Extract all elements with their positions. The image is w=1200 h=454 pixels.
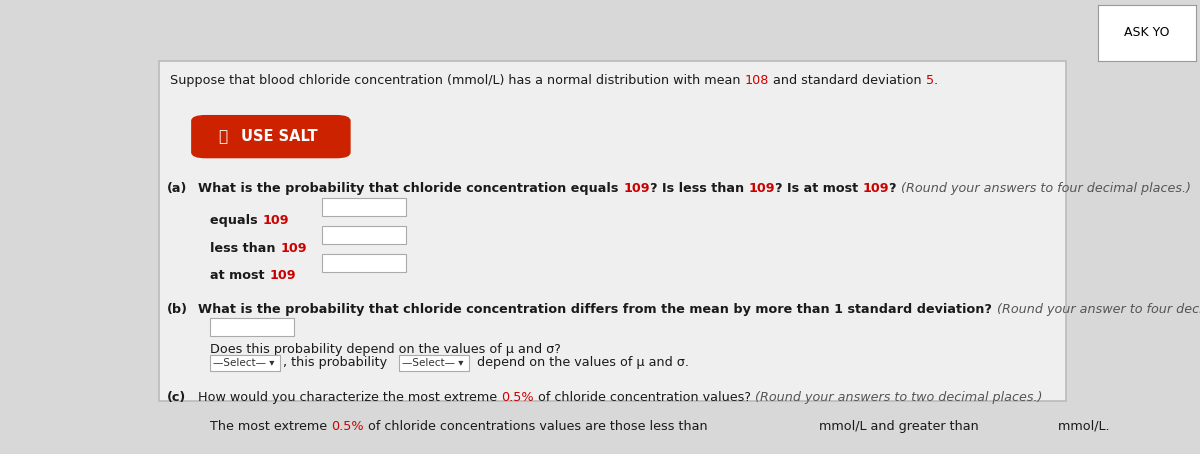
Text: (Round your answers to four decimal places.): (Round your answers to four decimal plac… [901, 182, 1192, 195]
Text: (a): (a) [167, 182, 187, 195]
FancyBboxPatch shape [192, 116, 350, 158]
Text: of chloride concentrations values are those less than: of chloride concentrations values are th… [365, 420, 708, 433]
FancyBboxPatch shape [210, 355, 281, 371]
Text: What is the probability that chloride concentration differs from the mean by mor: What is the probability that chloride co… [198, 303, 997, 316]
Text: ? Is less than: ? Is less than [650, 182, 749, 195]
Text: —Select— ▾: —Select— ▾ [402, 358, 463, 368]
Text: ? Is at most: ? Is at most [775, 182, 863, 195]
Text: The most extreme: The most extreme [210, 420, 331, 433]
Text: USE SALT: USE SALT [241, 129, 318, 144]
Text: How would you characterize the most extreme: How would you characterize the most extr… [198, 391, 502, 404]
Text: (Round your answer to four decimal places.): (Round your answer to four decimal place… [997, 303, 1200, 316]
Text: 108: 108 [745, 74, 769, 87]
Text: mmol/L.: mmol/L. [1054, 420, 1110, 433]
Text: ?: ? [889, 182, 901, 195]
Text: depend on the values of μ and σ.: depend on the values of μ and σ. [473, 356, 689, 369]
FancyBboxPatch shape [322, 254, 406, 272]
Text: 109: 109 [281, 242, 307, 255]
Text: of chloride concentration values?: of chloride concentration values? [534, 391, 755, 404]
FancyBboxPatch shape [400, 355, 469, 371]
Text: 109: 109 [623, 182, 650, 195]
FancyBboxPatch shape [160, 61, 1066, 400]
Text: .: . [934, 74, 938, 87]
Text: 5: 5 [926, 74, 934, 87]
Text: ⮨: ⮨ [218, 129, 227, 144]
Text: —Select— ▾: —Select— ▾ [214, 358, 275, 368]
Text: 109: 109 [863, 182, 889, 195]
Text: Suppose that blood chloride concentration (mmol/L) has a normal distribution wit: Suppose that blood chloride concentratio… [170, 74, 745, 87]
FancyBboxPatch shape [322, 198, 406, 217]
Text: at most: at most [210, 270, 270, 282]
FancyBboxPatch shape [952, 405, 1049, 423]
Text: Does this probability depend on the values of μ and σ?: Does this probability depend on the valu… [210, 343, 562, 356]
FancyBboxPatch shape [210, 318, 294, 336]
Text: (c): (c) [167, 391, 186, 404]
Text: What is the probability that chloride concentration equals: What is the probability that chloride co… [198, 182, 623, 195]
Text: equals: equals [210, 213, 263, 227]
Text: 0.5%: 0.5% [331, 420, 365, 433]
Text: 0.5%: 0.5% [502, 391, 534, 404]
Text: , this probability: , this probability [283, 356, 388, 369]
Text: 109: 109 [263, 213, 289, 227]
Text: (Round your answers to two decimal places.): (Round your answers to two decimal place… [755, 391, 1043, 404]
Text: ASK YO: ASK YO [1124, 26, 1170, 39]
Text: and standard deviation: and standard deviation [769, 74, 926, 87]
Text: (b): (b) [167, 303, 187, 316]
FancyBboxPatch shape [322, 226, 406, 244]
Text: 109: 109 [749, 182, 775, 195]
FancyBboxPatch shape [713, 405, 810, 423]
Text: mmol/L and greater than: mmol/L and greater than [815, 420, 978, 433]
Text: less than: less than [210, 242, 281, 255]
Text: 109: 109 [270, 270, 296, 282]
